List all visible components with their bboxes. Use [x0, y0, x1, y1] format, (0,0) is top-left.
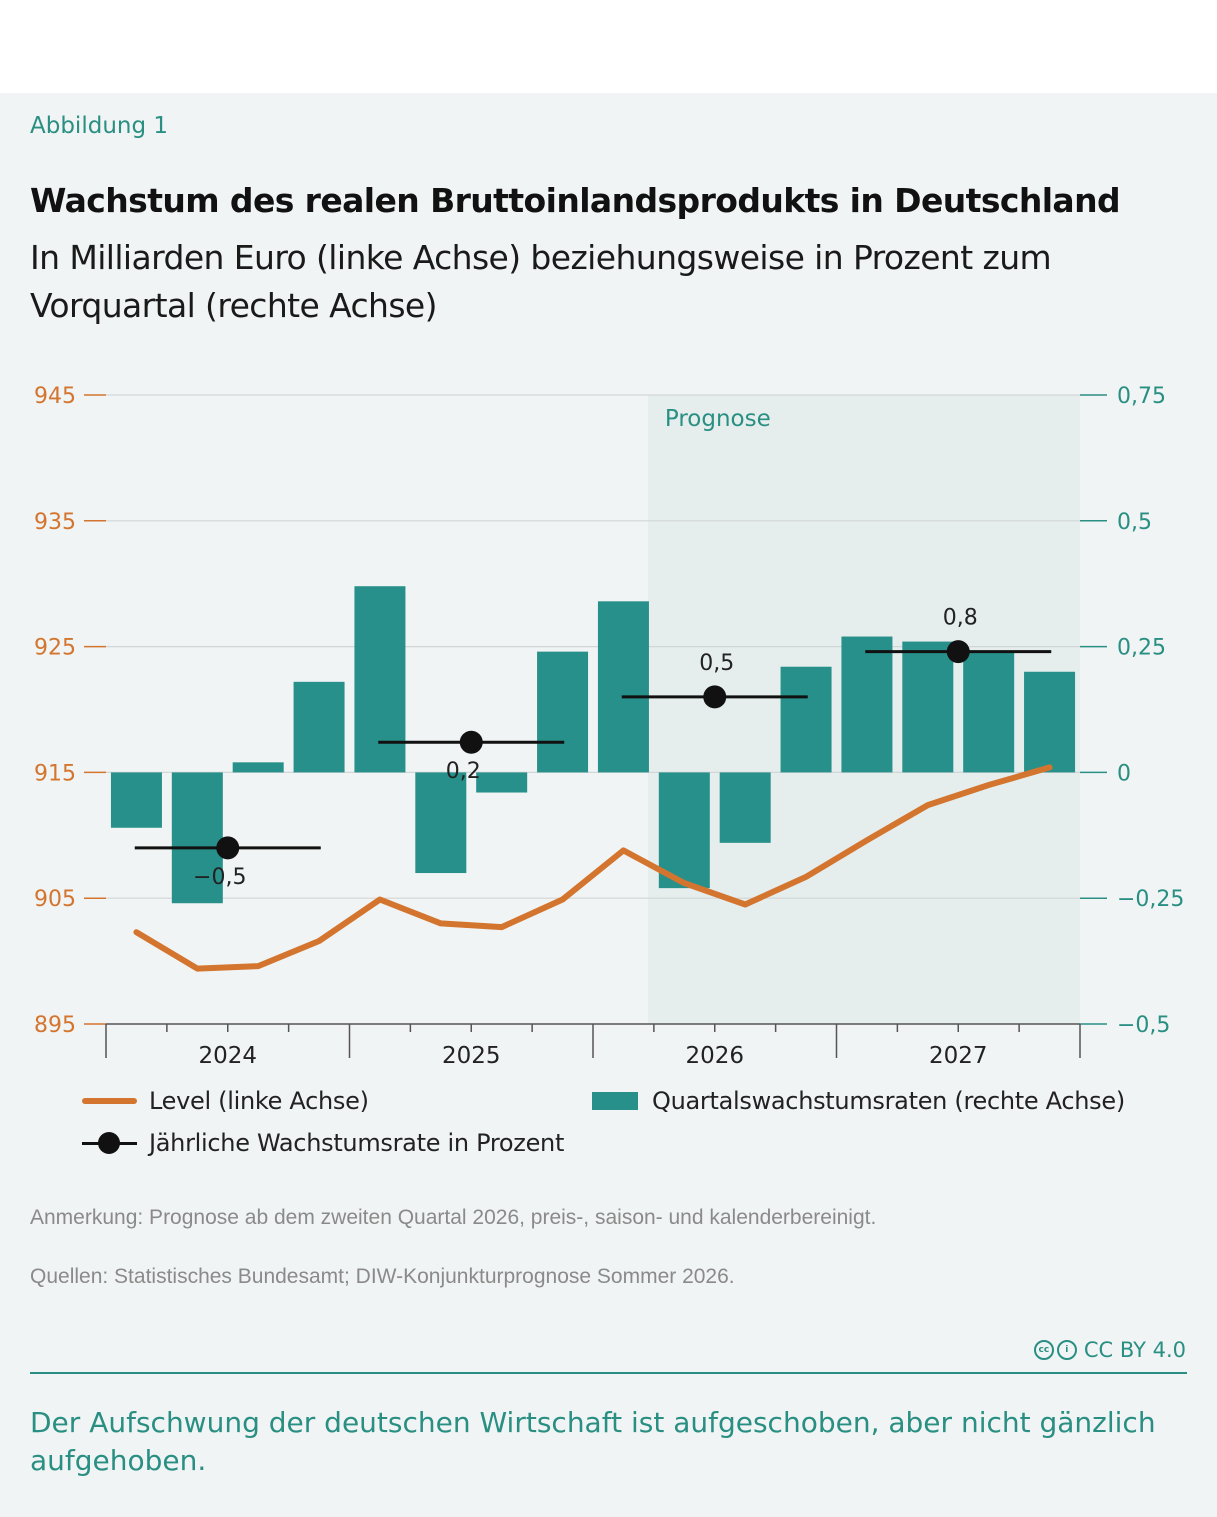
bar	[963, 651, 1015, 773]
bar	[719, 772, 771, 843]
bar	[171, 772, 223, 904]
annual-label: 0,8	[943, 606, 978, 631]
bar	[902, 641, 954, 773]
right-tick-label: −0,5	[1117, 1013, 1170, 1038]
legend-level: Level (linke Achse)	[82, 1087, 369, 1115]
left-tick-label: 915	[34, 761, 76, 786]
legend-quarterly-swatch	[592, 1092, 638, 1110]
x-tick-label: 2024	[198, 1043, 257, 1069]
forecast-label: Prognose	[665, 406, 771, 432]
left-tick-label: 935	[34, 510, 76, 535]
figure-label: Abbildung 1	[30, 113, 169, 139]
license-text: CC BY 4.0	[1083, 1338, 1186, 1362]
left-tick-label: 945	[34, 384, 76, 409]
by-icon: i	[1056, 1340, 1077, 1360]
right-tick-label: −0,25	[1117, 887, 1184, 912]
annual-label: 0,5	[699, 651, 734, 676]
bar	[597, 601, 649, 773]
bar	[354, 586, 406, 773]
annual-label: 0,2	[446, 759, 481, 784]
legend-annual-swatch	[82, 1131, 137, 1155]
annual-dot	[459, 730, 483, 754]
chart-title: Wachstum des realen Bruttoinlandsprodukt…	[30, 181, 1121, 220]
annual-dot	[946, 640, 970, 664]
bar	[1024, 671, 1076, 773]
legend-annual-label: Jährliche Wachstumsrate in Prozent	[149, 1129, 565, 1157]
chart-subtitle: In Milliarden Euro (linke Achse) beziehu…	[30, 238, 1052, 325]
bar	[476, 772, 528, 793]
right-tick-label: 0,5	[1117, 510, 1152, 535]
legend-annual: Jährliche Wachstumsrate in Prozent	[82, 1129, 564, 1157]
divider	[30, 1372, 1187, 1374]
chart-sources: Quellen: Statistisches Bundesamt; DIW-Ko…	[30, 1265, 735, 1288]
chart-note: Anmerkung: Prognose ab dem zweiten Quart…	[30, 1206, 877, 1229]
x-tick-label: 2026	[685, 1043, 744, 1069]
cc-icon: cc	[1033, 1340, 1054, 1360]
annual-dot	[216, 836, 240, 860]
right-tick-label: 0	[1117, 761, 1131, 786]
left-tick-label: 895	[34, 1013, 76, 1038]
bar	[110, 772, 162, 828]
legend-level-label: Level (linke Achse)	[149, 1087, 369, 1115]
x-tick-label: 2027	[929, 1043, 988, 1069]
annual-label: −0,5	[193, 865, 246, 890]
right-tick-label: 0,25	[1117, 636, 1166, 661]
legend-level-swatch	[82, 1098, 137, 1104]
license[interactable]: cc i CC BY 4.0	[1033, 1338, 1186, 1362]
figure-caption: Der Aufschwung der deutschen Wirtschaft …	[30, 1406, 1156, 1477]
right-tick-label: 0,75	[1117, 384, 1166, 409]
bar	[658, 772, 710, 889]
bar	[537, 651, 589, 773]
left-tick-label: 925	[34, 636, 76, 661]
bar	[232, 762, 284, 773]
left-tick-label: 905	[34, 887, 76, 912]
bar	[415, 772, 467, 874]
legend-quarterly: Quartalswachstumsraten (rechte Achse)	[592, 1087, 1125, 1115]
bar	[841, 636, 893, 773]
bar	[780, 666, 832, 773]
legend-quarterly-label: Quartalswachstumsraten (rechte Achse)	[652, 1087, 1125, 1115]
level-line	[133, 764, 1053, 972]
x-tick-label: 2025	[442, 1043, 501, 1069]
annual-dot	[703, 685, 727, 709]
bar	[293, 681, 345, 773]
